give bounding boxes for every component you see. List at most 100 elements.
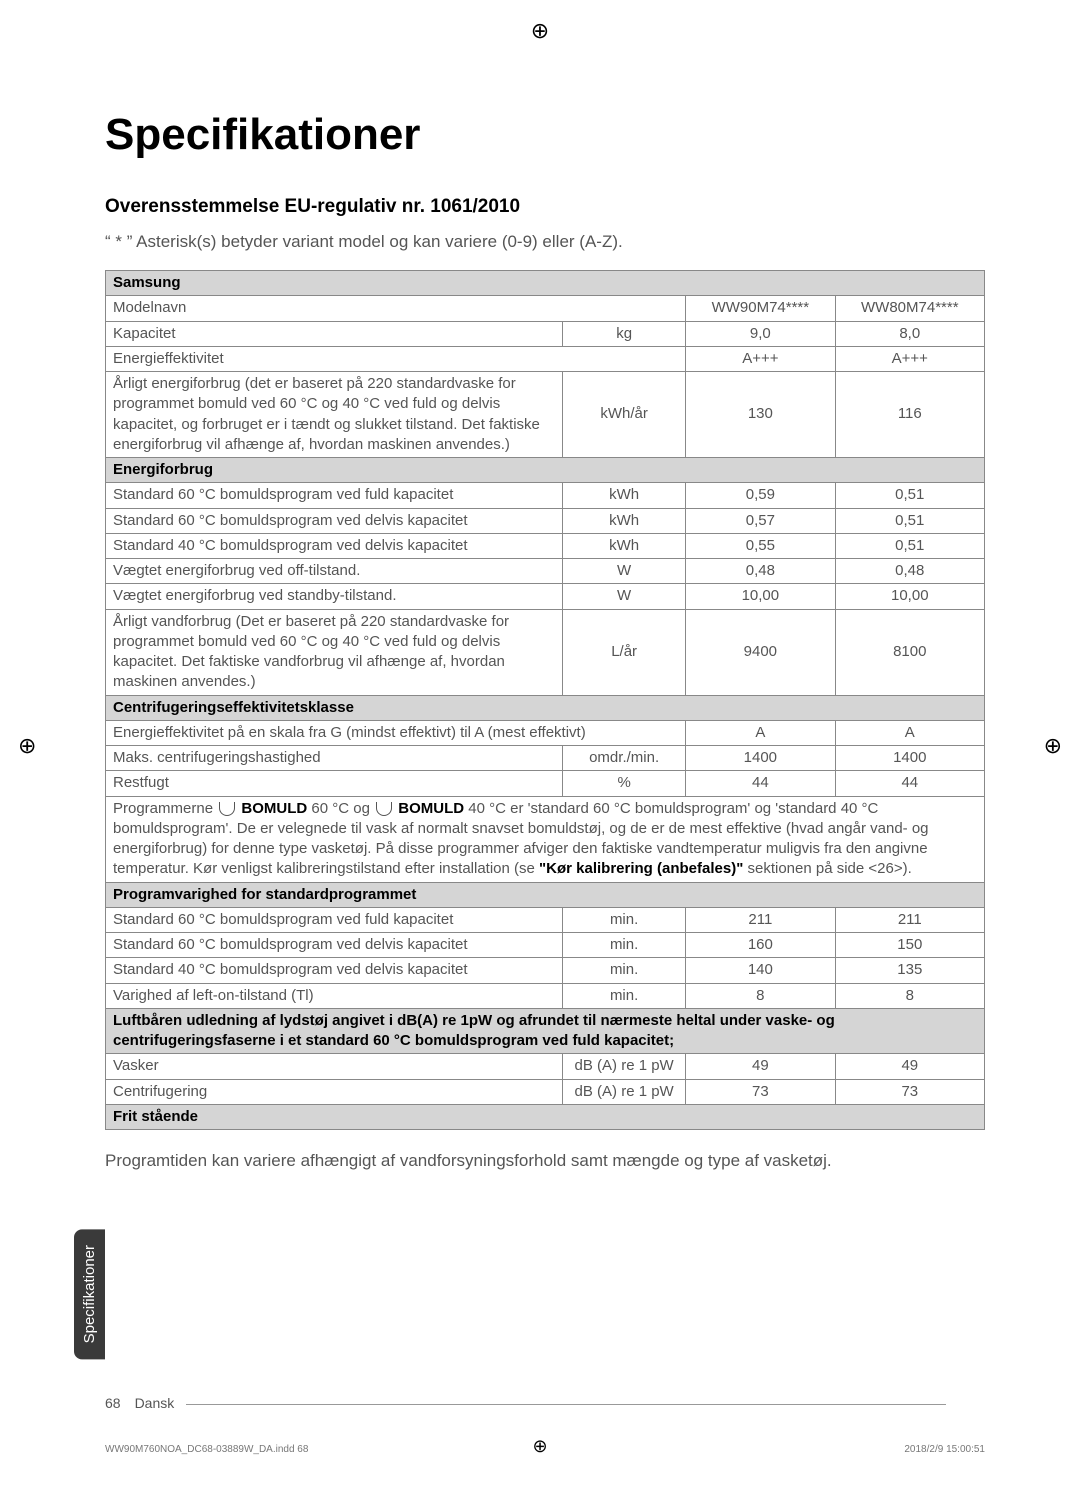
cell-value: A [686, 720, 835, 745]
cell-value: 9,0 [686, 321, 835, 346]
cell-value: WW80M74**** [835, 296, 984, 321]
table-row: Standard 60 °C bomuldsprogram ved fuld k… [106, 907, 985, 932]
cell-label: Varighed af left-on-tilstand (Tl) [106, 983, 563, 1008]
body-note: Programtiden kan variere afhængigt af va… [105, 1148, 985, 1174]
section-heading: Overensstemmelse EU-regulativ nr. 1061/2… [105, 196, 985, 218]
cell-unit: min. [563, 907, 686, 932]
section-header: Luftbåren udledning af lydstøj angivet i… [106, 1008, 985, 1054]
cell-label: Standard 60 °C bomuldsprogram ved delvis… [106, 933, 563, 958]
cell-unit: dB (A) re 1 pW [563, 1079, 686, 1104]
cell-value: 8,0 [835, 321, 984, 346]
cell-unit: kWh [563, 508, 686, 533]
cell-label: Årligt energiforbrug (det er baseret på … [106, 372, 563, 458]
cell-unit: min. [563, 983, 686, 1008]
brand-header: Samsung [106, 271, 985, 296]
page-title: Specifikationer [105, 110, 985, 160]
cell-unit: kWh [563, 533, 686, 558]
cell-value: 8100 [835, 609, 984, 695]
section-header: Frit stående [106, 1104, 985, 1129]
cell-value: 73 [835, 1079, 984, 1104]
table-row: Maks. centrifugeringshastighed omdr./min… [106, 746, 985, 771]
cell-value: 8 [835, 983, 984, 1008]
cell-value: 150 [835, 933, 984, 958]
cell-value: 135 [835, 958, 984, 983]
cell-value: 211 [686, 907, 835, 932]
section-header: Centrifugeringseffektivitetsklasse [106, 695, 985, 720]
registration-mark: ⊕ [532, 1436, 547, 1457]
cell-unit: kWh [563, 483, 686, 508]
table-row: Årligt energiforbrug (det er baseret på … [106, 372, 985, 458]
cell-unit: omdr./min. [563, 746, 686, 771]
table-row: Standard 60 °C bomuldsprogram ved fuld k… [106, 483, 985, 508]
cell-value: 0,55 [686, 533, 835, 558]
table-row: Varighed af left-on-tilstand (Tl) min. 8… [106, 983, 985, 1008]
cell-value: A [835, 720, 984, 745]
registration-mark: ⊕ [18, 733, 36, 759]
cell-unit: W [563, 584, 686, 609]
cell-value: WW90M74**** [686, 296, 835, 321]
cell-value: 73 [686, 1079, 835, 1104]
cell-label: Vægtet energiforbrug ved off-tilstand. [106, 559, 563, 584]
table-row: Energieffektivitet A+++ A+++ [106, 346, 985, 371]
cell-value: A+++ [686, 346, 835, 371]
cell-value: 211 [835, 907, 984, 932]
cell-value: 140 [686, 958, 835, 983]
cell-value: 130 [686, 372, 835, 458]
wash-icon [219, 802, 235, 816]
cell-unit: kg [563, 321, 686, 346]
table-row: Årligt vandforbrug (Det er baseret på 22… [106, 609, 985, 695]
cell-value: 49 [686, 1054, 835, 1079]
cell-unit: kWh/år [563, 372, 686, 458]
registration-mark: ⊕ [531, 18, 549, 44]
table-row: Centrifugering dB (A) re 1 pW 73 73 [106, 1079, 985, 1104]
section-header: Energiforbrug [106, 458, 985, 483]
cell-label: Årligt vandforbrug (Det er baseret på 22… [106, 609, 563, 695]
table-row: Energieffektivitet på en skala fra G (mi… [106, 720, 985, 745]
cell-value: 0,59 [686, 483, 835, 508]
footer-timestamp: 2018/2/9 15:00:51 [904, 1444, 985, 1455]
cell-label: Energieffektivitet [106, 346, 686, 371]
cell-unit: min. [563, 933, 686, 958]
side-tab: Specifikationer [74, 1229, 105, 1359]
cell-value: 0,51 [835, 533, 984, 558]
footer-filename: WW90M760NOA_DC68-03889W_DA.indd 68 [105, 1444, 308, 1455]
cell-unit: L/år [563, 609, 686, 695]
table-row: Vægtet energiforbrug ved standby-tilstan… [106, 584, 985, 609]
cell-value: 0,48 [835, 559, 984, 584]
program-note: Programmerne BOMULD 60 °C og BOMULD 40 °… [106, 796, 985, 882]
cell-value: 1400 [686, 746, 835, 771]
section-header: Programvarighed for standardprogrammet [106, 882, 985, 907]
cell-label: Standard 40 °C bomuldsprogram ved delvis… [106, 958, 563, 983]
cell-label: Energieffektivitet på en skala fra G (mi… [106, 720, 686, 745]
cell-value: 8 [686, 983, 835, 1008]
cell-unit: min. [563, 958, 686, 983]
table-row: Standard 40 °C bomuldsprogram ved delvis… [106, 958, 985, 983]
cell-value: 44 [686, 771, 835, 796]
table-row: Restfugt % 44 44 [106, 771, 985, 796]
table-row: Programmerne BOMULD 60 °C og BOMULD 40 °… [106, 796, 985, 882]
cell-label: Standard 60 °C bomuldsprogram ved fuld k… [106, 907, 563, 932]
cell-value: 116 [835, 372, 984, 458]
cell-unit: W [563, 559, 686, 584]
spec-table: Samsung Modelnavn WW90M74**** WW80M74***… [105, 270, 985, 1130]
cell-label: Standard 60 °C bomuldsprogram ved fuld k… [106, 483, 563, 508]
wash-icon [376, 802, 392, 816]
cell-value: 49 [835, 1054, 984, 1079]
cell-label: Standard 40 °C bomuldsprogram ved delvis… [106, 533, 563, 558]
cell-value: 160 [686, 933, 835, 958]
cell-value: A+++ [835, 346, 984, 371]
footer-page-number: 68 Dansk [105, 1395, 946, 1411]
table-row: Kapacitet kg 9,0 8,0 [106, 321, 985, 346]
cell-label: Restfugt [106, 771, 563, 796]
table-row: Modelnavn WW90M74**** WW80M74**** [106, 296, 985, 321]
cell-label: Maks. centrifugeringshastighed [106, 746, 563, 771]
cell-value: 0,51 [835, 508, 984, 533]
cell-value: 10,00 [686, 584, 835, 609]
cell-value: 0,57 [686, 508, 835, 533]
cell-label: Kapacitet [106, 321, 563, 346]
table-row: Vægtet energiforbrug ved off-tilstand. W… [106, 559, 985, 584]
table-row: Vasker dB (A) re 1 pW 49 49 [106, 1054, 985, 1079]
table-row: Standard 60 °C bomuldsprogram ved delvis… [106, 508, 985, 533]
cell-unit: % [563, 771, 686, 796]
cell-label: Vægtet energiforbrug ved standby-tilstan… [106, 584, 563, 609]
